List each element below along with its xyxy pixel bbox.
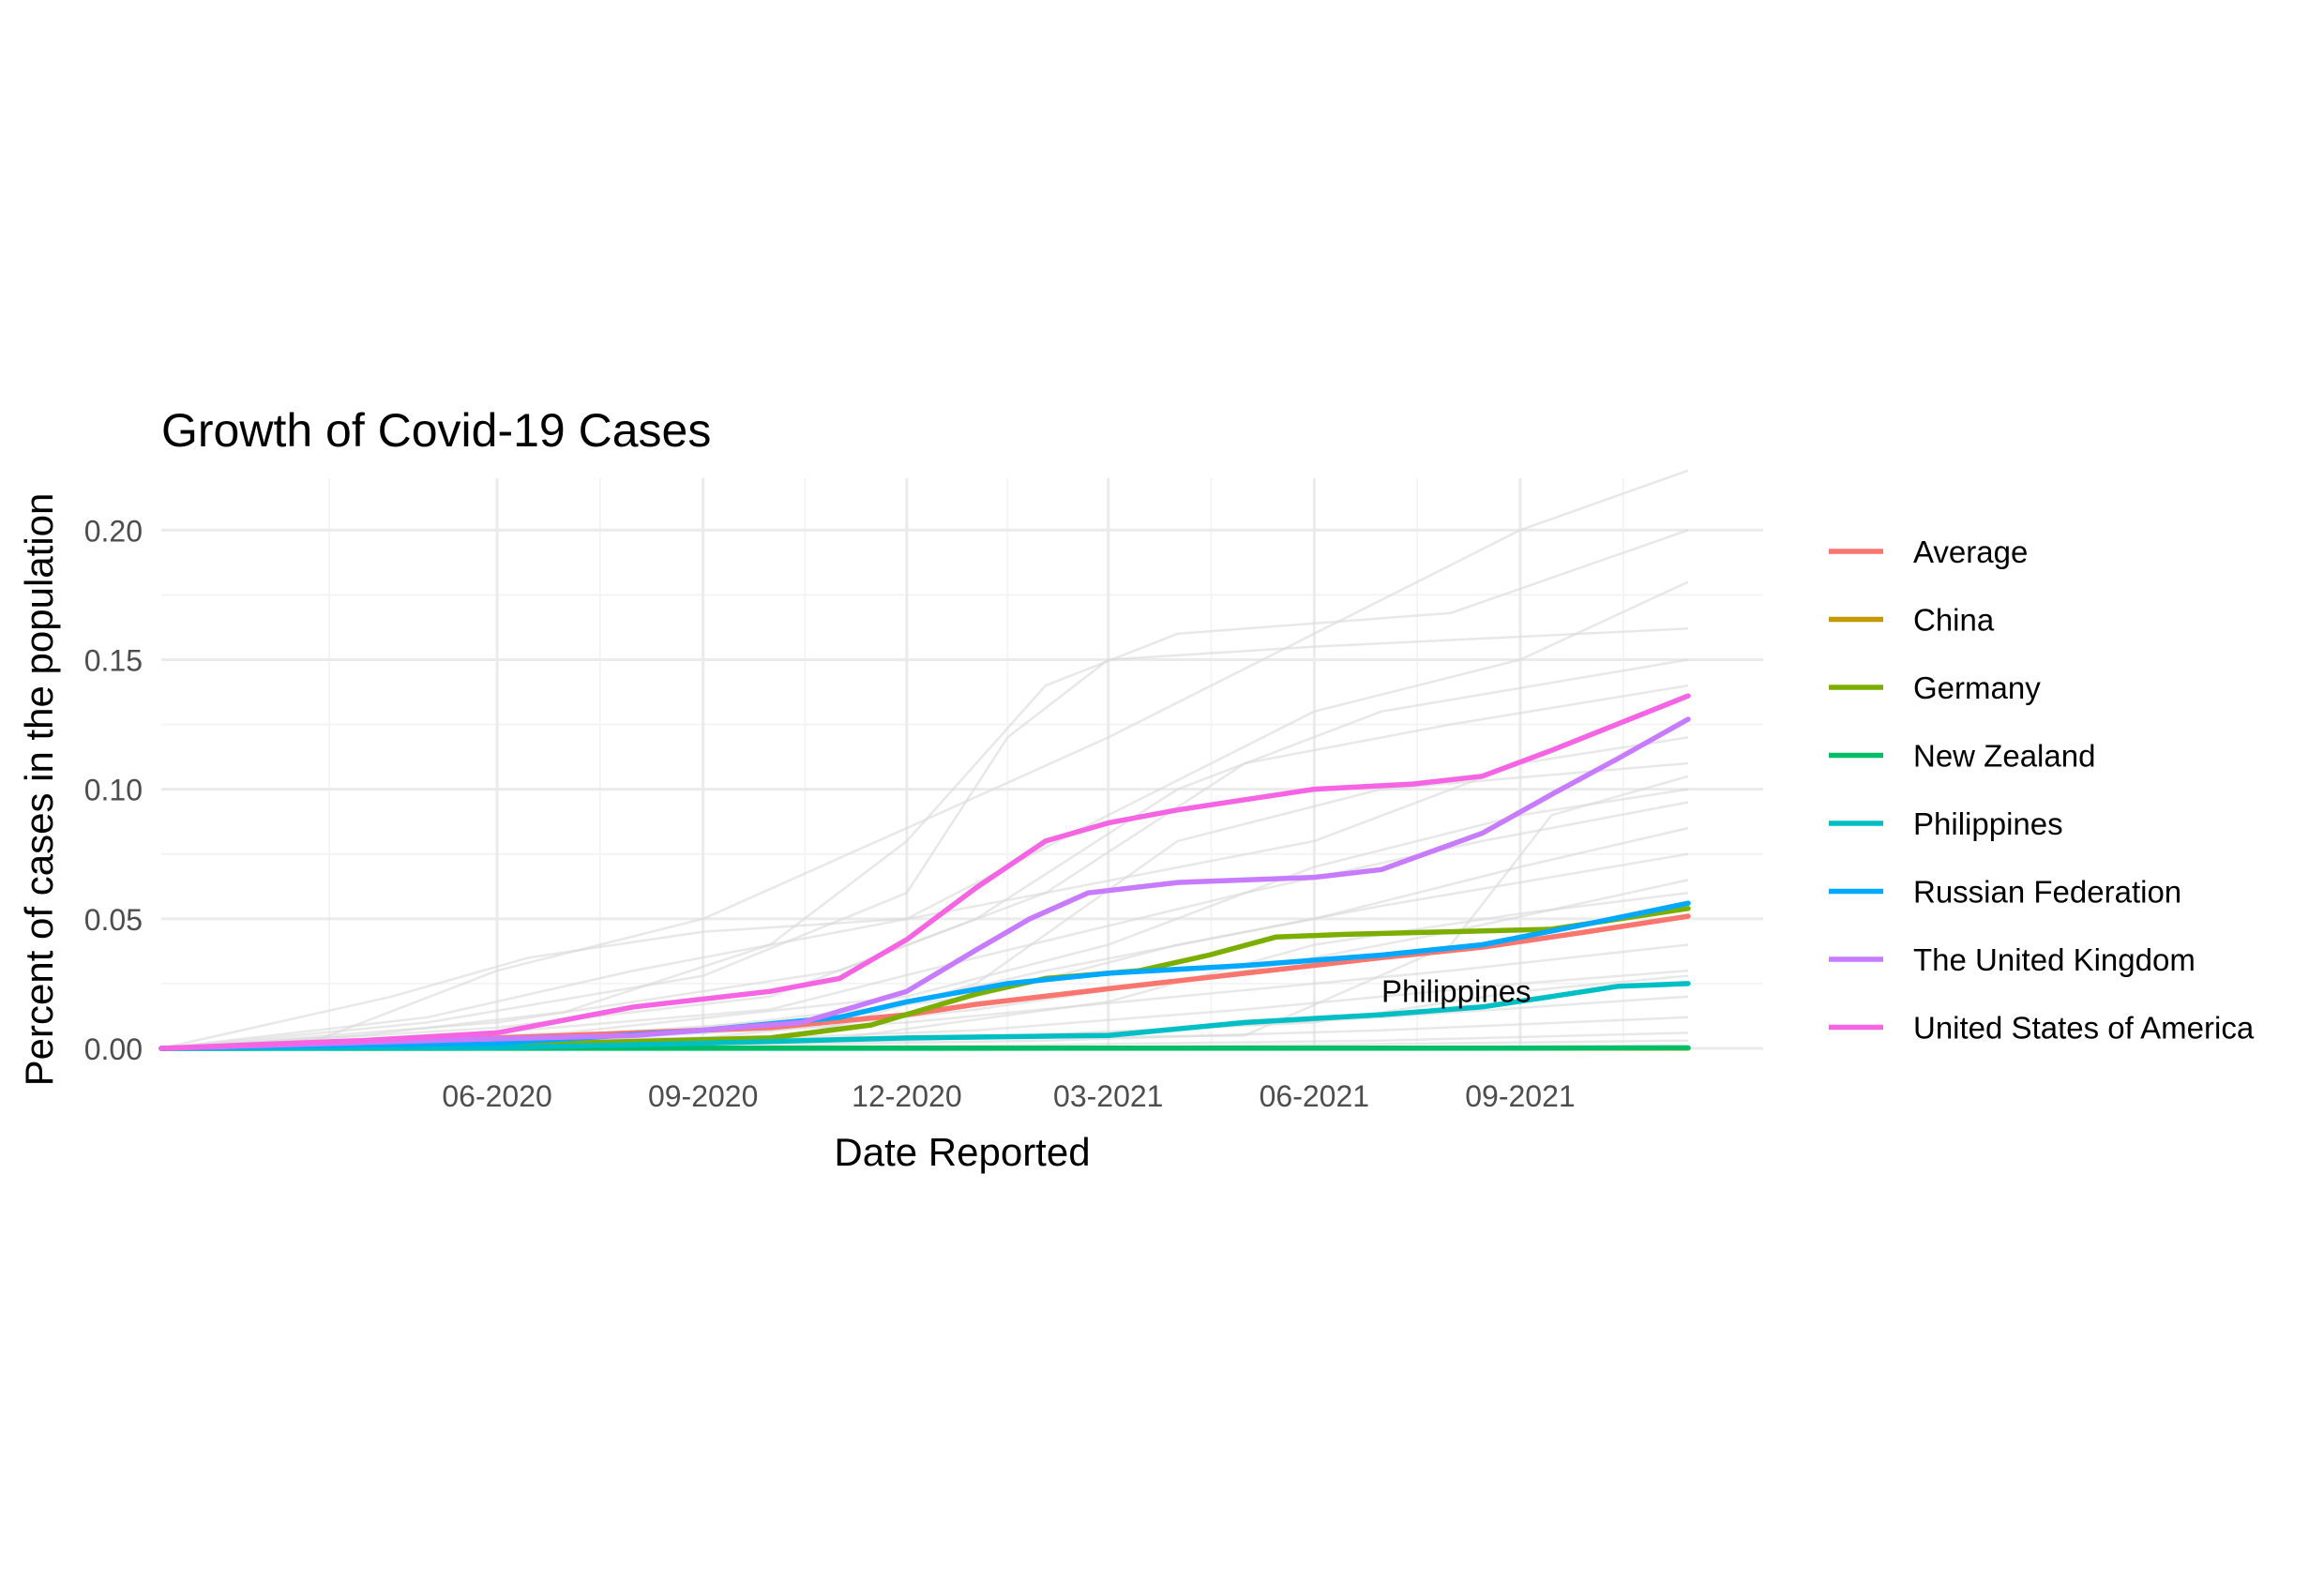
legend-label: New Zealand — [1913, 739, 2095, 774]
legend-label: Russian Federation — [1913, 875, 2181, 910]
y-axis-label: Percent of cases in the population — [17, 493, 61, 1087]
x-tick-label: 03-2021 — [1053, 1079, 1163, 1113]
y-tick-label: 0.10 — [84, 774, 143, 807]
legend-label: Philippines — [1913, 806, 2063, 841]
x-axis-label: Date Reported — [834, 1130, 1090, 1174]
legend-label: The United Kingdom — [1913, 942, 2196, 977]
y-tick-label: 0.20 — [84, 514, 143, 548]
legend-label: United States of America — [1913, 1011, 2255, 1046]
x-tick-label: 09-2020 — [648, 1079, 758, 1113]
x-tick-label: 12-2020 — [852, 1079, 961, 1113]
chart-title: Growth of Covid-19 Cases — [161, 404, 711, 457]
x-tick-label: 06-2021 — [1260, 1079, 1369, 1113]
legend-label: China — [1913, 603, 1995, 638]
y-tick-label: 0.15 — [84, 643, 143, 677]
legend-label: Germany — [1913, 670, 2041, 705]
x-tick-label: 06-2020 — [442, 1079, 551, 1113]
legend-label: Average — [1913, 535, 2028, 569]
x-tick-label: 09-2021 — [1465, 1079, 1575, 1113]
y-tick-label: 0.00 — [84, 1032, 143, 1066]
annotation-label: Philippines — [1381, 973, 1532, 1008]
y-tick-label: 0.05 — [84, 903, 143, 937]
